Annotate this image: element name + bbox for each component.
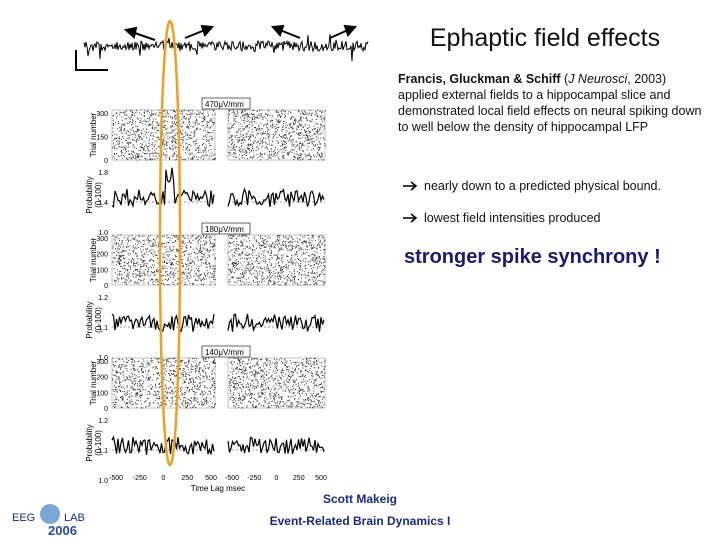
prob-tick: 1.1	[98, 448, 108, 455]
x-tick: -250	[133, 475, 147, 482]
field-box	[201, 345, 251, 358]
prob-trace	[227, 313, 325, 333]
prob-tick: 1.2	[98, 418, 108, 425]
prob-label: (0-100)	[94, 307, 103, 333]
x-tick: -500	[109, 475, 123, 482]
bullet-text: lowest field intensities produced	[424, 211, 601, 225]
x-label: Time Lag msec	[191, 484, 245, 493]
field-label: 470μV/mm	[205, 100, 244, 109]
raster-frame	[227, 109, 326, 161]
trial-tick: 0	[104, 158, 108, 165]
trial-tick: 0	[104, 406, 108, 413]
citation-body: applied external fields to a hippocampal…	[398, 88, 702, 134]
scale-bar	[75, 50, 108, 71]
trial-tick: 300	[96, 359, 108, 366]
raster-frame	[227, 357, 326, 409]
prob-label: Probability	[85, 424, 94, 461]
trial-tick: 300	[96, 111, 108, 118]
field-box	[201, 97, 251, 110]
logo-year: 2006	[48, 523, 77, 538]
x-tick: 500	[205, 475, 217, 482]
trial-label: Trial number	[89, 237, 98, 282]
prob-trace	[111, 435, 215, 455]
logo-right: LAB	[64, 512, 85, 524]
prob-trace	[111, 313, 215, 333]
raster-frame	[111, 234, 216, 286]
prob-tick: 1.0	[98, 478, 108, 485]
x-tick: 500	[315, 475, 327, 482]
prob-tick: 1.1	[98, 325, 108, 332]
prob-tick: 1.8	[98, 170, 108, 177]
prob-trace	[227, 187, 325, 208]
raster-dots	[228, 109, 326, 161]
slide-title: Ephaptic field effects	[429, 24, 661, 52]
paren: (	[564, 72, 569, 86]
raster-dots	[228, 234, 326, 286]
field-label: 140μV/mm	[205, 348, 244, 357]
bullet: lowest field intensities produced	[402, 211, 601, 225]
bullet: nearly down to a predicted physical boun…	[402, 179, 661, 193]
citation: Francis, Gluckman & Schiff (J Neurosci, …	[398, 71, 708, 135]
x-tick: -500	[225, 475, 239, 482]
prob-label: Probability	[85, 301, 94, 338]
field-box	[201, 222, 251, 235]
field-arrows	[123, 24, 358, 41]
x-tick: 250	[181, 475, 193, 482]
trial-tick: 100	[96, 390, 108, 397]
x-tick: 250	[293, 475, 305, 482]
prob-label: (0-100)	[94, 182, 103, 208]
trial-label: Trial number	[89, 360, 98, 405]
footer-course: Event-Related Brain Dynamics I	[269, 514, 451, 528]
footer-author: Scott Makeig	[322, 492, 397, 506]
trial-tick: 200	[96, 252, 108, 259]
logo-left: EEG	[12, 512, 35, 524]
trial-tick: 150	[96, 135, 108, 142]
journal: J Neurosci	[568, 72, 628, 86]
x-tick: -250	[247, 475, 261, 482]
trial-tick: 200	[96, 375, 108, 382]
prob-trace	[111, 167, 215, 209]
highlight: stronger spike synchrony !	[404, 246, 661, 268]
prob-tick: 1.2	[98, 295, 108, 302]
prob-label: (0-100)	[94, 430, 103, 456]
raster-dots	[228, 357, 326, 409]
prob-trace	[227, 436, 325, 455]
year: , 2003)	[627, 72, 667, 86]
arrow-icon	[403, 181, 418, 191]
trial-tick: 100	[96, 267, 108, 274]
raster-dots	[112, 234, 216, 286]
trial-tick: 300	[96, 236, 108, 243]
logo-head	[40, 504, 60, 524]
field-label: 180μV/mm	[205, 225, 244, 234]
trial-tick: 0	[104, 283, 108, 290]
logo: EEG LAB 2006	[12, 504, 85, 538]
authors: Francis, Gluckman & Schiff	[398, 72, 561, 86]
prob-tick: 1.4	[98, 200, 108, 207]
highlight-ellipse	[158, 19, 182, 467]
eeg-trace	[83, 33, 369, 62]
trial-label: Trial number	[89, 112, 98, 157]
x-tick: 0	[275, 475, 279, 482]
arrow-icon	[403, 213, 418, 223]
prob-label: Probability	[85, 176, 94, 213]
prob-tick: 1.0	[98, 230, 108, 237]
x-tick: 0	[162, 475, 166, 482]
raster-dots	[112, 109, 216, 161]
prob-tick: 1.0	[98, 355, 108, 362]
bullet-text: nearly down to a predicted physical boun…	[424, 179, 661, 193]
